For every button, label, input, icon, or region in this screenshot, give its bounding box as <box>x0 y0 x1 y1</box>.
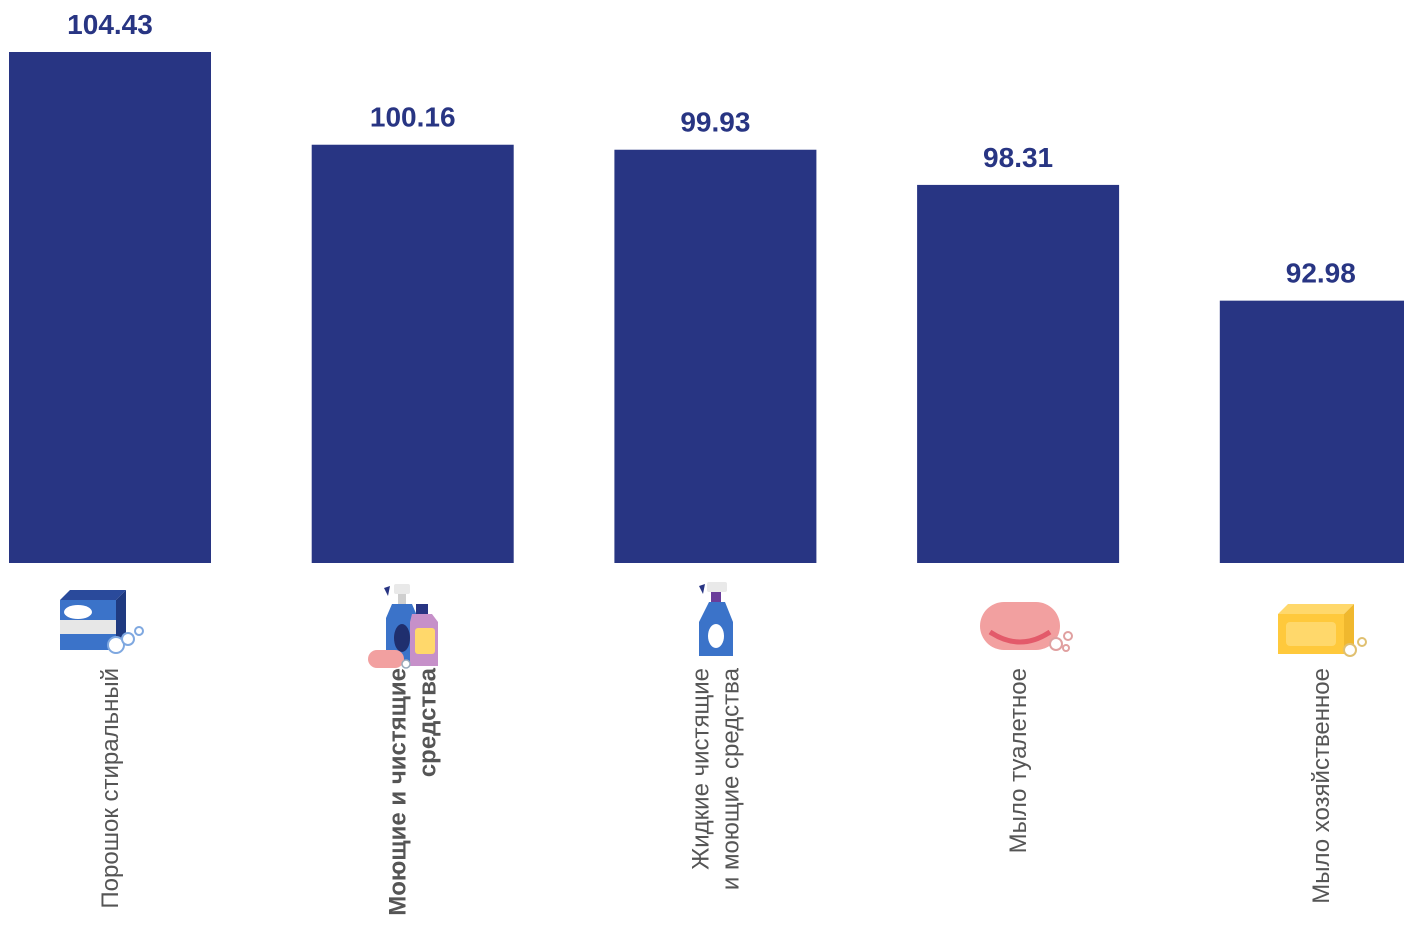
value-label-5: 92.98 <box>1286 258 1356 289</box>
toilet-soap-icon <box>980 602 1073 652</box>
category-label-line: Моющие и чистящие <box>385 668 412 916</box>
category-label-line: Мыло туалетное <box>1005 668 1032 853</box>
category-label-line: Порошок стиральный <box>97 668 124 909</box>
laundry-soap-icon <box>1278 604 1367 657</box>
value-label-2: 100.16 <box>370 102 456 133</box>
category-label-line: Мыло хозяйственное <box>1308 668 1335 904</box>
category-label-line: Жидкие чистящие <box>687 668 714 870</box>
bar-5 <box>1219 300 1404 563</box>
category-label-1: Порошок стиральный <box>97 668 124 909</box>
value-label-1: 104.43 <box>67 9 153 40</box>
value-labels-layer: 104.43 100.16 99.93 98.31 92.98 <box>67 9 1356 289</box>
icons-layer <box>60 582 1367 669</box>
category-label-4: Мыло туалетное <box>1005 668 1032 853</box>
bars-layer <box>9 52 1404 564</box>
cleaning-products-set-icon <box>368 584 438 669</box>
category-label-line: и моющие средства <box>717 667 744 890</box>
category-label-3: Жидкие чистящие и моющие средства <box>687 667 744 890</box>
bar-1 <box>9 52 211 563</box>
detergent-powder-box-icon <box>60 590 144 654</box>
category-label-5: Мыло хозяйственное <box>1308 668 1335 904</box>
bar-3 <box>614 149 817 563</box>
value-label-4: 98.31 <box>983 142 1053 173</box>
category-label-2: Моющие и чистящие средства <box>385 667 442 915</box>
bar-4 <box>917 184 1120 563</box>
category-labels-layer: Порошок стиральный Моющие и чистящие средс… <box>97 667 1335 915</box>
category-label-line: средства <box>415 667 442 777</box>
value-label-3: 99.93 <box>680 107 750 138</box>
spray-bottle-icon <box>699 582 733 656</box>
bar-2 <box>311 144 514 564</box>
